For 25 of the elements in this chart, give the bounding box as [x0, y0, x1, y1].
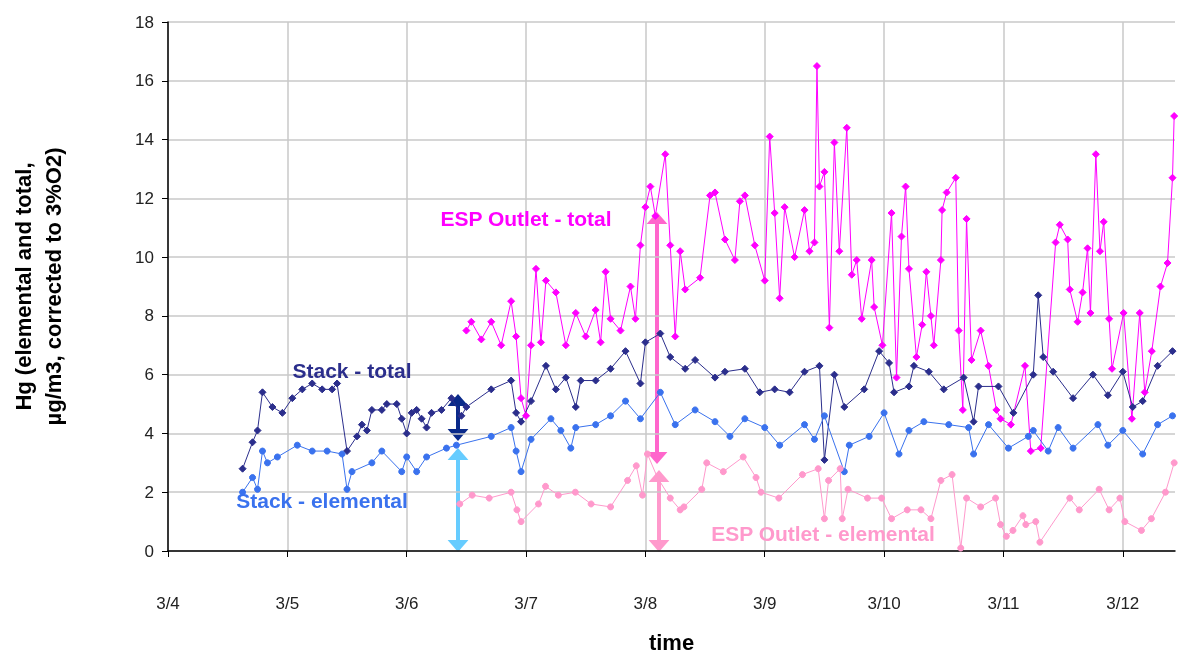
y-tick-label: 10: [135, 247, 154, 267]
y-tick-label: 6: [144, 365, 154, 385]
x-tick-label: 3/7: [514, 594, 538, 613]
y-tick-label: 8: [144, 306, 154, 326]
x-tick-label: 3/9: [752, 594, 777, 613]
x-tick-label: 3/4: [156, 594, 180, 613]
y-tick-label: 2: [144, 482, 154, 502]
series-label: ESP Outlet - total: [440, 206, 612, 230]
x-tick-label: 3/8: [633, 594, 658, 613]
x-tick-label: 3/11: [987, 594, 1020, 613]
legend-label: ESP Outlet - elemental: [711, 521, 935, 545]
x-tick-label: 3/5: [275, 594, 300, 613]
y-tick-label: 0: [144, 541, 154, 561]
x-axis-title: time: [648, 629, 695, 655]
x-tick-label: 3/10: [867, 594, 901, 613]
y-tick-label: 4: [144, 423, 154, 443]
y-tick-label: 12: [135, 188, 154, 208]
x-tick-label: 3/12: [1106, 594, 1140, 613]
x-tick-label: 3/6: [394, 594, 419, 613]
series-label: Stack - elemental: [236, 488, 408, 512]
y-tick-label: 14: [135, 130, 154, 150]
series-label: Stack - total: [292, 358, 412, 382]
y-tick-label: 16: [135, 71, 154, 91]
y-axis-title: Hg (elemental and total, µg/m3, corrected to 3%O2): [10, 147, 66, 426]
y-tick-label: 18: [135, 12, 154, 32]
